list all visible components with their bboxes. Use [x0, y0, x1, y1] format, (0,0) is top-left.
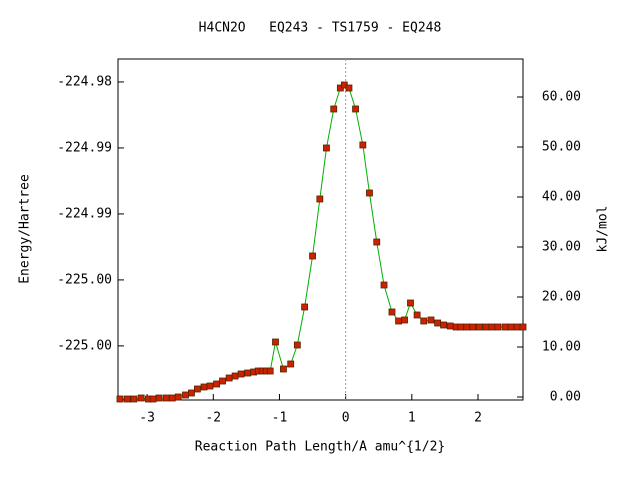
data-point [420, 317, 428, 325]
data-point [287, 360, 295, 368]
data-point [380, 281, 388, 289]
data-point [123, 395, 131, 403]
data-point [194, 385, 201, 393]
x-tick-label: -3 [139, 411, 155, 426]
data-point [219, 377, 226, 385]
data-point [213, 380, 221, 388]
data-point [494, 323, 502, 331]
data-point [395, 317, 402, 325]
data-point [155, 394, 163, 402]
data-point [323, 144, 330, 152]
data-point [182, 391, 189, 399]
data-point [469, 323, 477, 331]
y2-tick-label: 10.00 [542, 340, 581, 355]
chart-title: H4CN2O EQ243 - TS1759 - EQ248 [199, 21, 442, 36]
data-point [434, 319, 442, 327]
y2-tick-label: 30.00 [542, 240, 581, 255]
data-point [200, 383, 208, 391]
data-point [507, 323, 515, 331]
data-point [475, 323, 483, 331]
y-tick-label: -224.99 [57, 140, 112, 155]
data-point [345, 84, 353, 92]
x-axis-label: Reaction Path Length/A amu^{1/2} [195, 440, 445, 455]
y-axis-label: Energy/Hartree [18, 174, 33, 284]
data-point [366, 189, 373, 197]
data-point [330, 105, 338, 113]
y-tick-label: -224.98 [57, 74, 112, 89]
data-point [513, 323, 521, 331]
data-point [149, 395, 157, 403]
data-point [482, 323, 490, 331]
x-tick-label: -2 [205, 411, 221, 426]
y2-tick-label: 40.00 [542, 190, 581, 205]
y2-tick-label: 50.00 [542, 140, 581, 155]
y2-tick-label: 60.00 [542, 90, 581, 105]
data-point [206, 382, 214, 390]
data-point [440, 321, 447, 329]
data-point [130, 395, 138, 403]
x-tick-label: 2 [474, 411, 482, 426]
data-point [501, 323, 509, 331]
data-point [280, 365, 287, 373]
data-point [463, 323, 471, 331]
y2-tick-label: 20.00 [542, 290, 581, 305]
data-point [413, 311, 421, 319]
data-point [309, 252, 316, 260]
data-point [266, 367, 274, 375]
data-point [519, 323, 527, 331]
y2-tick-label: 0.00 [550, 390, 581, 405]
data-point [446, 322, 454, 330]
data-point [237, 370, 245, 378]
data-point [401, 316, 408, 324]
data-point [407, 299, 414, 307]
y-tick-label: -224.99 [57, 206, 112, 221]
data-point [231, 372, 239, 380]
data-point [188, 389, 195, 397]
data-point [225, 374, 233, 382]
data-point [293, 341, 301, 349]
data-point [457, 323, 465, 331]
y-tick-label: -225.00 [57, 338, 112, 353]
x-tick-label: 1 [408, 411, 416, 426]
y2-axis-label: kJ/mol [596, 206, 611, 253]
data-point [373, 238, 381, 246]
data-point [168, 394, 176, 402]
y-tick-label: -225.00 [57, 272, 112, 287]
data-point [388, 308, 396, 316]
data-point [137, 394, 145, 402]
data-point [352, 105, 359, 113]
plot-frame [117, 58, 524, 401]
data-point [272, 338, 279, 346]
data-point [162, 394, 170, 402]
data-point [427, 316, 435, 324]
data-point [244, 369, 252, 377]
x-tick-label: 0 [342, 411, 350, 426]
x-tick-label: -1 [272, 411, 288, 426]
data-point [359, 141, 367, 149]
data-point [174, 393, 182, 401]
data-point [316, 195, 324, 203]
data-point [488, 323, 496, 331]
data-point [301, 303, 309, 311]
data-point [116, 395, 124, 403]
